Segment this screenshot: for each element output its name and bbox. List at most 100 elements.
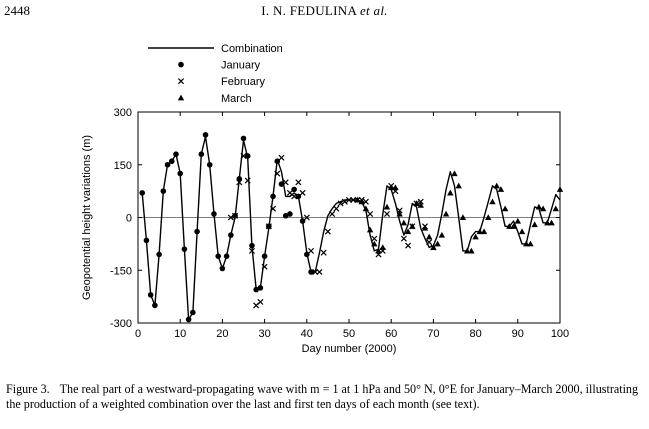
marker-triangle [463,247,471,254]
geopotential-chart: 0 10 20 30 40 50 60 70 80 90 100 -300 -150 0 150 300 Day… [81,43,569,355]
series-line [141,135,561,321]
marker-circle [143,237,150,244]
marker-triangle [430,244,437,250]
x-axis-label: Day number (2000) [302,343,397,355]
marker-triangle [497,186,505,192]
marker-triangle [548,219,555,226]
legend-label: March [221,93,252,105]
marker-triangle [535,203,543,210]
marker-triangle [354,196,361,203]
marker-circle [240,135,247,142]
legend-label: February [221,76,266,88]
marker-circle [244,153,251,159]
marker-triangle [425,233,433,240]
marker-triangle [518,228,526,235]
marker-circle [168,158,175,165]
running-head: I. N. FEDULINA et al. [0,3,649,19]
marker-x [383,210,391,218]
marker-triangle [485,214,492,221]
running-head-et-al: et al. [359,3,388,18]
x-tick-label: 100 [551,328,569,340]
x-tick-label: 90 [512,328,524,340]
series-march [354,170,564,254]
x-tick-label: 60 [385,328,397,340]
marker-circle [228,232,234,238]
marker-x [261,263,268,270]
marker-circle [282,212,289,219]
running-head-authors: I. N. FEDULINA [261,3,357,18]
marker-triangle [459,214,467,221]
marker-triangle [531,221,538,228]
marker-triangle [493,182,500,189]
marker-x [282,179,289,186]
legend-label: Combination [221,43,283,55]
marker-x [341,198,348,205]
marker-triangle [451,170,458,177]
marker-triangle [510,223,517,229]
caption-label: Figure 3. [6,382,50,396]
marker-x [396,207,403,214]
marker-x [320,249,327,256]
x-tick-label: 40 [301,328,313,340]
marker-circle [278,181,285,187]
marker-x [333,205,340,212]
marker-circle [152,302,158,309]
marker-x [265,223,272,230]
marker-x [236,179,243,186]
marker-circle [181,246,188,252]
marker-circle [178,61,184,68]
y-axis-label: Geopotential height variations (m) [81,135,93,300]
marker-x [329,210,336,218]
marker-circle [261,253,268,259]
marker-x [371,235,378,242]
marker-circle [139,190,146,196]
marker-x [291,193,298,200]
series-january [139,132,314,323]
marker-x [227,214,234,221]
marker-triangle [506,223,513,229]
marker-triangle [539,205,547,212]
marker-x [367,210,374,218]
marker-x [270,205,277,212]
marker-circle [156,251,162,258]
y-tick-label: -150 [110,265,132,277]
y-tick-label: -300 [110,318,132,330]
page-number: 2448 [4,3,30,18]
marker-x [400,235,407,242]
marker-circle [215,253,221,259]
marker-triangle [400,219,408,226]
marker-x [303,214,310,221]
marker-x [307,247,315,254]
marker-circle [287,211,293,217]
x-tick-label: 30 [258,328,270,340]
marker-circle [253,286,259,293]
marker-triangle [177,94,185,101]
marker-x [257,298,264,305]
marker-x [248,247,255,254]
marker-circle [206,161,213,168]
marker-triangle [379,244,386,250]
x-tick-label: 50 [343,328,355,340]
marker-triangle [362,205,370,212]
marker-x [417,198,424,205]
marker-x [177,78,185,85]
marker-x [299,189,306,196]
marker-x [232,212,239,219]
marker-circle [219,265,226,272]
marker-triangle [375,247,382,254]
marker-circle [211,211,217,217]
marker-x [337,200,344,207]
marker-triangle [417,201,424,208]
marker-triangle [371,240,378,247]
marker-circle [194,228,200,235]
marker-circle [270,193,276,200]
marker-triangle [383,203,391,210]
marker-triangle [366,226,374,233]
marker-triangle [388,184,395,191]
marker-triangle [434,240,441,247]
marker-x [324,228,331,235]
marker-triangle [438,231,446,238]
y-tick-label: 150 [114,160,132,172]
marker-triangle [472,233,479,240]
marker-triangle [358,198,365,205]
